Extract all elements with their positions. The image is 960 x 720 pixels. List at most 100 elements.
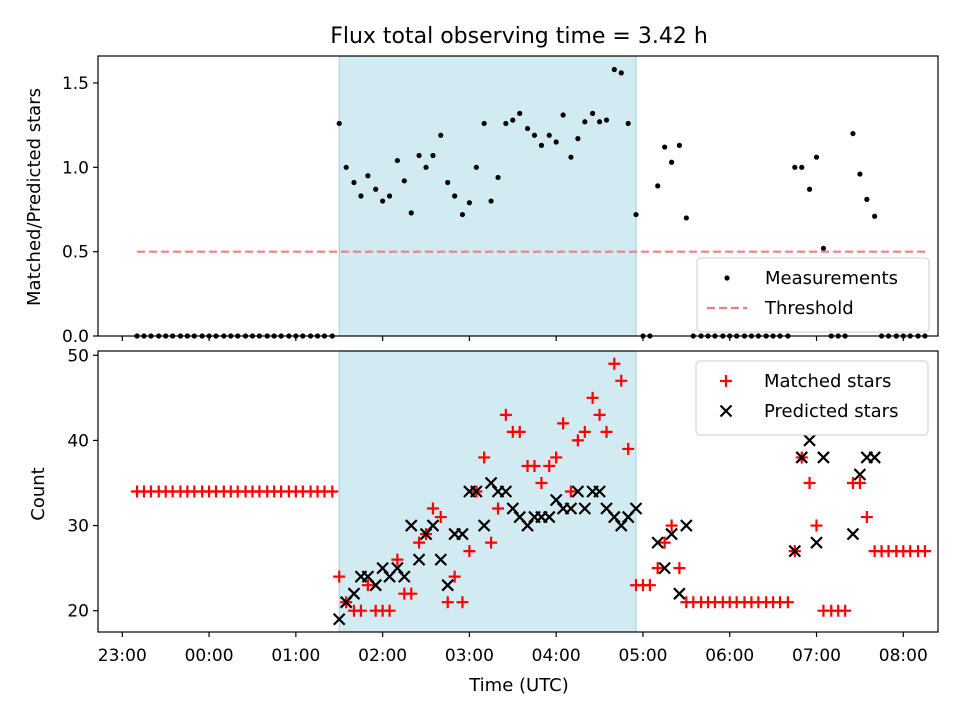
bottom-point (398, 570, 411, 583)
bottom-axes-frame (97, 350, 939, 633)
top-point (553, 139, 559, 145)
bottom-legend-label: Matched stars (764, 371, 891, 392)
top-point (618, 70, 624, 76)
top-legend-label: Measurements (765, 268, 898, 289)
bottom-point (608, 357, 621, 370)
bottom-point (665, 519, 678, 532)
top-panel: 0.0 0.5 1.0 1.5 Measurements Threshold (62, 55, 939, 347)
bottom-point (550, 451, 563, 464)
bottom-point (434, 511, 447, 524)
top-point (459, 211, 466, 218)
bottom-point (593, 408, 606, 421)
bottom-point (643, 579, 656, 592)
bottom-point (448, 570, 461, 583)
top-point (792, 164, 798, 170)
bottom-point (622, 442, 635, 455)
bottom-point (853, 476, 866, 489)
top-point (668, 159, 675, 165)
top-point (336, 120, 342, 127)
top-point (373, 186, 379, 192)
x-tick-label: 05:00 (618, 646, 667, 666)
bottom-point (528, 459, 541, 472)
bottom-point (521, 519, 534, 532)
bottom-point (463, 545, 476, 558)
bottom-point (332, 612, 346, 626)
x-tick-label: 03:00 (445, 646, 494, 666)
top-point (683, 215, 689, 221)
bottom-point (361, 579, 374, 592)
x-tick-label: 04:00 (532, 646, 581, 666)
top-y-axis-label: Matched/Predicted stars (24, 88, 45, 306)
top-y-tick-label: 1.0 (62, 158, 89, 178)
top-y-tick-label: 1.5 (62, 74, 89, 94)
top-point (625, 120, 631, 127)
bottom-point (593, 485, 606, 498)
top-point (343, 164, 349, 170)
top-point (445, 179, 451, 186)
bottom-point (918, 545, 931, 558)
top-point (596, 119, 603, 125)
top-point (365, 173, 371, 179)
bottom-point (788, 544, 802, 558)
x-tick-label: 00:00 (185, 646, 234, 666)
bottom-point (354, 604, 367, 617)
top-point (538, 142, 545, 148)
bottom-point (347, 587, 361, 600)
top-point (473, 164, 479, 170)
bottom-point (629, 502, 643, 515)
top-point (503, 120, 509, 127)
bottom-point (651, 562, 664, 575)
x-tick-label: 23:00 (98, 646, 147, 666)
top-point (466, 200, 473, 206)
bottom-y-axis-label: Count (28, 467, 49, 520)
bottom-point (853, 468, 867, 481)
top-point (495, 174, 501, 181)
top-point (633, 211, 639, 218)
top-point (423, 164, 429, 170)
x-tick-label: 06:00 (705, 646, 754, 666)
bottom-point (506, 502, 520, 515)
top-point (386, 193, 393, 199)
x-tick-label: 08:00 (879, 646, 928, 666)
top-point (510, 117, 516, 123)
top-point (546, 132, 552, 138)
bottom-legend-box (695, 360, 929, 436)
top-point (531, 132, 538, 138)
bottom-point (485, 536, 498, 549)
bottom-point (868, 451, 881, 464)
x-tick-label: 02:00 (358, 646, 407, 666)
bottom-point (614, 519, 628, 532)
bottom-y-tick-label: 40 (67, 431, 89, 451)
bottom-point (658, 561, 671, 575)
bottom-point (513, 425, 526, 438)
bottom-y-tick-label: 20 (67, 602, 89, 622)
bottom-point (564, 502, 578, 515)
top-point (582, 119, 588, 125)
bottom-point (477, 519, 491, 532)
bottom-point (470, 485, 483, 498)
x-tick-label: 07:00 (792, 646, 841, 666)
top-point (401, 178, 407, 184)
bottom-point (369, 578, 382, 592)
bottom-point (405, 587, 418, 600)
top-point (351, 179, 357, 186)
bottom-point (615, 374, 628, 387)
bottom-point (441, 596, 454, 609)
top-point (416, 152, 422, 159)
bottom-point (391, 561, 404, 575)
top-point (481, 120, 487, 127)
top-point (358, 193, 364, 199)
bottom-point (578, 502, 592, 515)
top-point (864, 196, 870, 202)
bottom-point (404, 519, 418, 532)
bottom-point (499, 485, 513, 498)
bottom-series-0 (131, 357, 931, 617)
top-point (560, 112, 566, 118)
bottom-point (586, 391, 599, 404)
top-point (872, 213, 878, 219)
top-shaded-interval (339, 56, 637, 336)
top-point (820, 245, 827, 251)
bottom-point (542, 510, 556, 524)
bottom-point (578, 425, 591, 438)
bottom-point (658, 536, 671, 549)
